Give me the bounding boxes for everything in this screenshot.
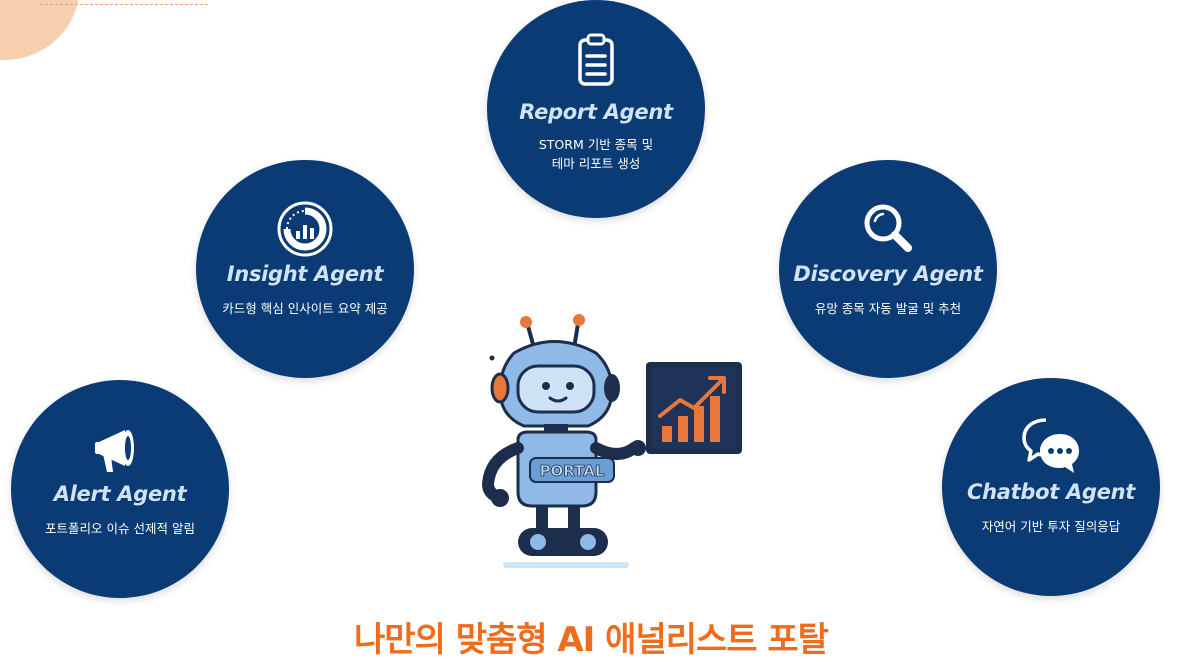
discovery-agent-circle[interactable]: Discovery Agent 유망 종목 자동 발굴 및 추천 [779,160,997,378]
discovery-agent-description: 유망 종목 자동 발굴 및 추천 [814,301,962,316]
insight-agent-title: Insight Agent [226,262,384,286]
chatbot-agent-description: 자연어 기반 투자 질의응답 [981,519,1121,534]
chatbot-agent-circle[interactable]: Chatbot Agent 자연어 기반 투자 질의응답 [942,378,1160,596]
robot-badge-text: PORTAL [540,462,605,480]
corner-decoration [0,0,80,60]
insight-agent-description: 카드형 핵심 인사이트 요약 제공 [222,301,388,316]
insight-agent-circle[interactable]: Insight Agent 카드형 핵심 인사이트 요약 제공 [196,160,414,378]
report-agent-title: Report Agent [519,100,673,124]
discovery-agent-title: Discovery Agent [793,262,983,286]
report-agent-description: STORM 기반 종목 및 테마 리포트 생성 [538,137,654,171]
report-agent-circle[interactable]: Report Agent STORM 기반 종목 및 테마 리포트 생성 [487,0,705,218]
page-headline: 나만의 맞춤형 AI 애널리스트 포탈 [354,620,829,660]
alert-agent-title: Alert Agent [53,482,187,506]
alert-agent-circle[interactable]: Alert Agent 포트폴리오 이슈 선제적 알림 [11,380,229,598]
clipboard-icon [561,28,631,98]
chatbot-agent-title: Chatbot Agent [967,480,1135,504]
chart-donut-icon [270,194,340,264]
magnifier-icon [853,194,923,264]
alert-agent-description: 포트폴리오 이슈 선제적 알림 [45,521,195,536]
robot-mascot: PORTAL [478,308,748,578]
corner-dashed-line [40,4,208,5]
chat-bubbles-icon [1016,412,1086,482]
megaphone-icon [85,414,155,484]
